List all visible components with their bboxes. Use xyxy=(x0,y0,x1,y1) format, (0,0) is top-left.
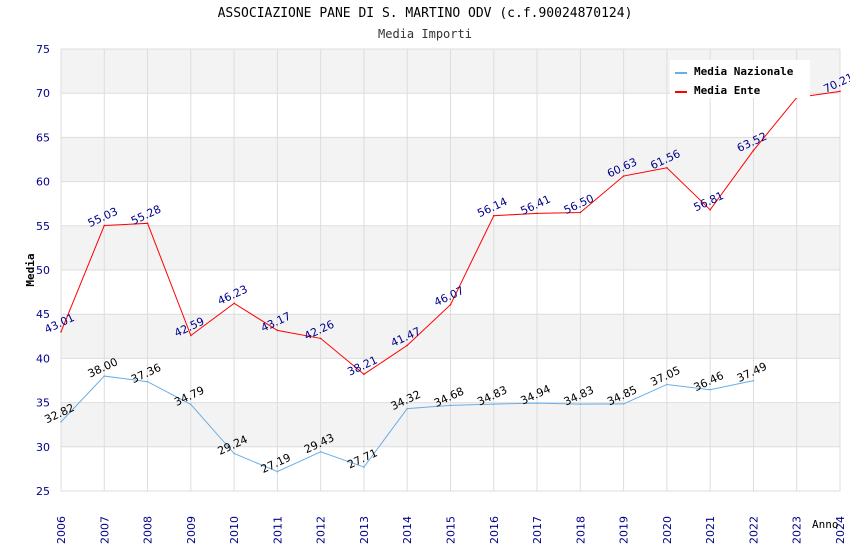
x-tick-label: 2018 xyxy=(574,516,587,544)
x-tick-label: 2022 xyxy=(747,516,760,544)
y-tick-label: 75 xyxy=(36,43,50,56)
legend-label-media-nazionale: Media Nazionale xyxy=(694,65,794,78)
data-point xyxy=(146,222,149,225)
data-point xyxy=(190,403,192,406)
y-tick-label: 70 xyxy=(36,87,50,100)
x-axis-label: Anno xyxy=(812,518,839,531)
legend: Media Nazionale Media Ente xyxy=(670,60,810,98)
data-point xyxy=(579,403,582,405)
x-tick-label: 2010 xyxy=(228,516,241,544)
data-point xyxy=(233,452,235,455)
x-axis-ticks: 2006 2007 2008 2009 2010 2011 2012 2013 2014 2015… xyxy=(55,516,847,544)
data-point xyxy=(839,90,841,93)
x-tick-label: 2015 xyxy=(445,516,458,544)
x-tick-label: 2019 xyxy=(618,516,631,544)
legend-box xyxy=(670,60,810,98)
y-tick-label: 50 xyxy=(36,264,50,277)
y-tick-label: 35 xyxy=(36,397,50,410)
data-point xyxy=(363,466,365,468)
data-point xyxy=(579,211,582,214)
data-point xyxy=(752,379,755,382)
y-tick-label: 25 xyxy=(36,485,50,498)
x-tick-label: 2007 xyxy=(98,516,111,544)
chart-subtitle: Media Importi xyxy=(378,27,472,41)
data-point xyxy=(319,451,322,453)
data-point xyxy=(492,214,495,217)
x-tick-label: 2011 xyxy=(271,516,284,544)
gridlines xyxy=(60,48,841,492)
data-point xyxy=(666,167,668,169)
x-tick-label: 2014 xyxy=(401,516,414,544)
x-tick-label: 2009 xyxy=(185,516,198,544)
data-point xyxy=(60,330,62,333)
chart-title: ASSOCIAZIONE PANE DI S. MARTINO ODV (c.f… xyxy=(217,6,633,21)
data-point xyxy=(146,380,149,383)
data-point xyxy=(190,334,192,337)
data-point xyxy=(363,373,365,376)
data-point xyxy=(233,302,235,305)
data-point xyxy=(276,329,279,332)
data-point xyxy=(622,175,625,177)
y-tick-label: 45 xyxy=(36,308,50,321)
data-point xyxy=(103,375,106,377)
x-tick-label: 2023 xyxy=(791,516,804,544)
legend-label-media-ente: Media Ente xyxy=(694,84,761,97)
data-point xyxy=(622,403,625,405)
x-tick-label: 2016 xyxy=(488,516,501,544)
data-point xyxy=(406,407,409,410)
x-tick-label: 2012 xyxy=(315,516,328,544)
data-point xyxy=(752,149,755,152)
data-point xyxy=(406,344,409,347)
y-tick-label: 60 xyxy=(36,176,50,189)
y-tick-label: 40 xyxy=(36,352,50,365)
data-point xyxy=(709,388,711,391)
x-tick-label: 2021 xyxy=(704,516,717,544)
data-point xyxy=(276,470,279,473)
y-tick-label: 55 xyxy=(36,220,50,233)
data-point xyxy=(103,224,106,227)
x-tick-label: 2020 xyxy=(661,516,674,544)
x-tick-label: 2006 xyxy=(55,516,68,544)
data-point xyxy=(449,303,452,306)
data-point xyxy=(449,404,452,407)
data-point xyxy=(709,208,711,211)
x-tick-label: 2024 xyxy=(834,516,847,544)
data-point xyxy=(492,403,495,405)
x-tick-label: 2017 xyxy=(531,516,544,544)
x-tick-label: 2008 xyxy=(142,516,155,544)
y-tick-label: 65 xyxy=(36,131,50,144)
y-tick-label: 30 xyxy=(36,441,50,454)
y-axis-label: Media xyxy=(24,253,37,286)
data-point xyxy=(319,337,322,340)
data-point xyxy=(60,421,62,423)
x-tick-label: 2013 xyxy=(358,516,371,544)
data-point xyxy=(666,383,668,386)
data-point xyxy=(536,212,538,215)
y-axis-ticks: 25 30 35 40 45 50 55 60 65 70 75 xyxy=(36,43,50,498)
data-point xyxy=(536,402,538,404)
